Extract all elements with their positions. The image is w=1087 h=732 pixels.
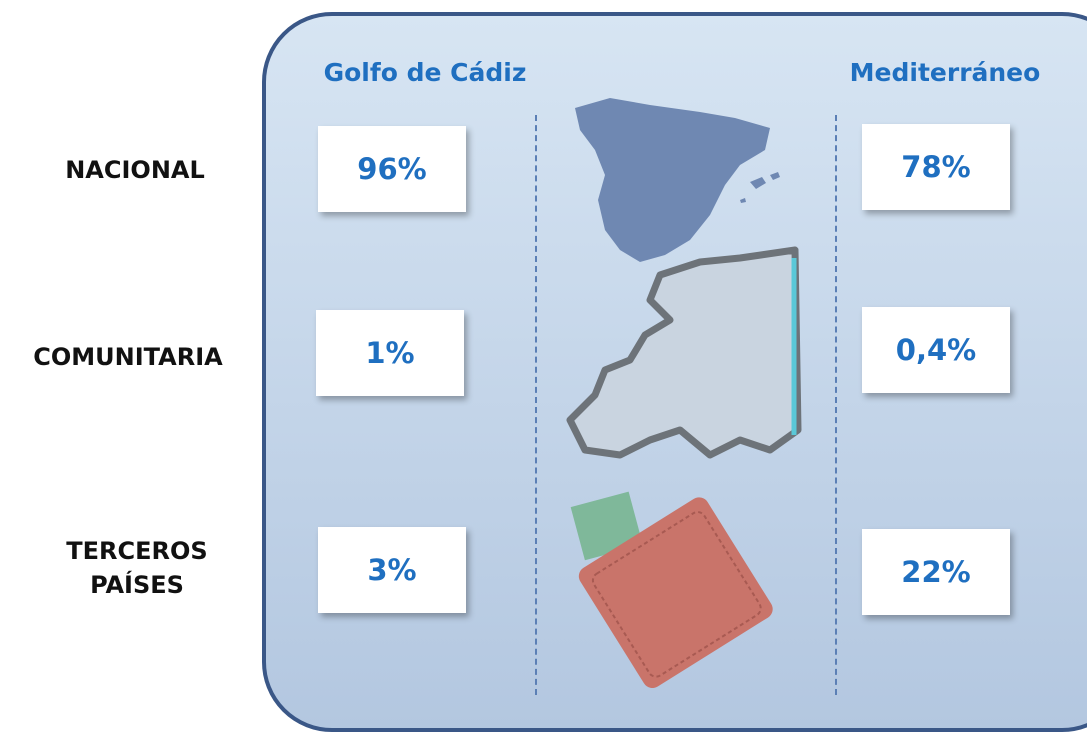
divider: [835, 115, 837, 695]
europe-map: [566, 246, 802, 459]
passport-icon: [570, 491, 773, 688]
row-label: NACIONAL: [65, 156, 205, 184]
divider: [535, 115, 537, 695]
spain-map: [575, 98, 770, 262]
value-box: 78%: [862, 124, 1010, 210]
row-label: TERCEROS PAÍSES: [66, 537, 208, 599]
icons: [566, 98, 802, 688]
value-box: 1%: [316, 310, 464, 396]
value-box: 22%: [862, 529, 1010, 615]
row-label: COMUNITARIA: [33, 343, 223, 371]
page: Golfo de Cádiz Mediterráneo NACIONAL COM…: [33, 12, 1087, 732]
islands: [740, 172, 780, 203]
column-header: Mediterráneo: [849, 58, 1041, 87]
value-box: 0,4%: [862, 307, 1010, 393]
value-box: 3%: [318, 527, 466, 613]
value-box: 96%: [318, 126, 466, 212]
column-header: Golfo de Cádiz: [323, 58, 527, 87]
